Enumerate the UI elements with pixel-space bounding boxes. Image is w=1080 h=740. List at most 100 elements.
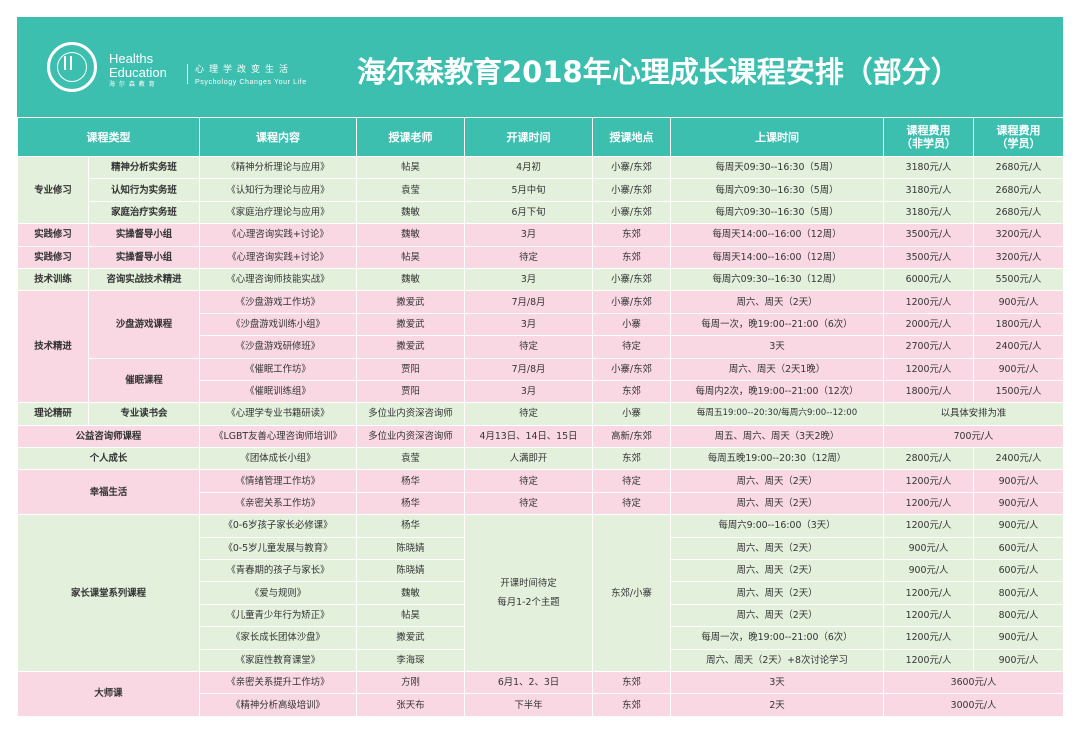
fee-member-cell: 900元/人 — [973, 514, 1064, 538]
start-cell: 3月 — [464, 379, 593, 404]
content-cell: 《精神分析高级培训》 — [199, 693, 357, 717]
content-cell: 《爱与规则》 — [199, 581, 357, 605]
time-cell: 周六、周天（2天） — [670, 469, 884, 493]
start-cell: 待定 — [464, 402, 593, 426]
location-cell: 小寨 — [592, 312, 671, 337]
content-cell: 《沙盘游戏研修班》 — [199, 335, 357, 359]
time-cell: 每周六9:00--16:00（3天） — [670, 514, 884, 538]
content-cell: 《催眠训练组》 — [199, 379, 357, 404]
subcategory-cell: 实操督导小组 — [88, 245, 200, 269]
category-cell: 幸福生活 — [17, 469, 200, 516]
table-row: 《亲密关系工作坊》 杨华 待定 待定 周六、周天（2天） 1200元/人 900… — [18, 491, 1064, 516]
location-cell: 东郊 — [592, 670, 671, 695]
start-cell: 开课时间待定 每月1-2个主题 — [464, 514, 593, 672]
location-cell: 小寨/东郊 — [592, 267, 671, 292]
fee-member-cell: 900元/人 — [973, 491, 1064, 516]
location-cell: 待定 — [592, 335, 671, 359]
category-cell: 技术精进 — [17, 290, 89, 404]
col-header-fee-member: 课程费用 （学员） — [973, 117, 1064, 157]
category-cell: 家长课堂系列课程 — [17, 514, 200, 672]
content-cell: 《精神分析理论与应用》 — [199, 155, 357, 180]
content-cell: 《家长成长团体沙盘》 — [199, 626, 357, 650]
location-cell: 东郊 — [592, 693, 671, 717]
time-cell: 周六、周天（2天） — [670, 603, 884, 628]
teacher-cell: 魏敏 — [356, 267, 465, 292]
location-cell: 待定 — [592, 469, 671, 493]
logo-seal-icon — [47, 42, 97, 92]
table-row: 技术训练 咨询实战技术精进 《心理咨询师技能实战》 魏敏 3月 小寨/东郊 每周… — [17, 267, 1064, 292]
start-cell: 6月1、2、3日 — [464, 670, 593, 695]
time-cell: 周六、周天（2天） — [670, 290, 884, 314]
col-header-fee-nonmember: 课程费用 （非学员） — [883, 117, 974, 157]
start-cell: 7月/8月 — [464, 357, 593, 381]
fee-nonmember-cell: 2700元/人 — [883, 335, 974, 359]
teacher-cell: 帖昊 — [356, 603, 465, 628]
page-title: 海尔森教育2018年心理成长课程安排（部分） — [357, 55, 960, 89]
fee-member-cell: 800元/人 — [973, 603, 1064, 628]
time-cell: 周六、周天（2天） — [670, 581, 884, 605]
start-cell: 待定 — [464, 335, 593, 359]
start-cell: 待定 — [464, 245, 593, 269]
time-cell: 每周五19:00--20:30/每周六9:00--12:00 — [670, 402, 884, 426]
table-row: 《家长成长团体沙盘》 撒爱武 每周一次，晚19:00--21:00（6次） 12… — [18, 626, 1064, 650]
fee-nonmember-cell: 1200元/人 — [883, 626, 974, 650]
fee-nonmember-cell: 3180元/人 — [883, 178, 974, 202]
fee-nonmember-cell: 1200元/人 — [883, 491, 974, 516]
start-cell: 人满即开 — [464, 447, 593, 471]
time-cell: 每周一次，晚19:00--21:00（6次） — [670, 312, 884, 337]
fee-nonmember-cell: 1200元/人 — [883, 357, 974, 381]
teacher-cell: 张天布 — [356, 693, 465, 717]
table-row: 家长课堂系列课程 《0-6岁孩子家长必修课》 杨华 开课时间待定 每月1-2个主… — [17, 514, 1064, 672]
fee-nonmember-cell: 1200元/人 — [883, 469, 974, 493]
category-cell: 实践修习 — [17, 223, 89, 247]
col-header-teacher: 授课老师 — [356, 117, 465, 157]
location-cell: 东郊 — [592, 447, 671, 471]
time-cell: 3天 — [670, 335, 884, 359]
teacher-cell: 方刚 — [356, 670, 465, 695]
subcategory-cell: 专业读书会 — [88, 402, 200, 426]
fee-nonmember-cell: 1200元/人 — [883, 603, 974, 628]
fee-member-cell: 1800元/人 — [973, 312, 1064, 337]
content-cell: 《家庭治疗理论与应用》 — [199, 200, 357, 225]
fee-member-cell: 2400元/人 — [973, 447, 1064, 471]
location-cell: 小寨 — [592, 402, 671, 426]
start-cell: 3月 — [464, 312, 593, 337]
col-header-location: 授课地点 — [592, 117, 671, 157]
col-header-fee-nonmember-line2: （非学员） — [901, 137, 956, 150]
fee-nonmember-cell: 2000元/人 — [883, 312, 974, 337]
fee-merged-cell: 以具体安排为准 — [883, 402, 1064, 426]
content-cell: 《心理学专业书籍研读》 — [199, 402, 357, 426]
fee-member-cell: 900元/人 — [973, 357, 1064, 381]
fee-merged-cell: 3600元/人 — [883, 670, 1064, 695]
subcategory-cell: 认知行为实务班 — [88, 178, 200, 202]
fee-member-cell: 900元/人 — [973, 626, 1064, 650]
table-row: 催眠课程 《催眠工作坊》 贾阳 7月/8月 小寨/东郊 周六、周天（2天1晚） … — [18, 357, 1064, 404]
fee-nonmember-cell: 3180元/人 — [883, 200, 974, 225]
table-row: 《催眠训练组》 贾阳 3月 东郊 每周内2次，晚19:00--21:00（12次… — [18, 379, 1064, 404]
time-cell: 周五、周六、周天（3天2晚） — [670, 424, 884, 449]
content-cell: 《0-6岁孩子家长必修课》 — [199, 514, 357, 538]
location-cell: 高新/东郊 — [592, 424, 671, 449]
table-row: 理论精研 专业读书会 《心理学专业书籍研读》 多位业内资深咨询师 待定 小寨 每… — [17, 402, 1064, 426]
teacher-cell: 陈晓婧 — [356, 559, 465, 583]
fee-nonmember-cell: 900元/人 — [883, 536, 974, 561]
teacher-cell: 陈晓婧 — [356, 536, 465, 561]
col-header-fee-nonmember-line1: 课程费用 — [906, 124, 951, 137]
location-cell: 小寨/东郊 — [592, 155, 671, 180]
teacher-cell: 撒爱武 — [356, 335, 465, 359]
category-cell: 公益咨询师课程 — [17, 424, 200, 449]
location-cell: 小寨/东郊 — [592, 290, 671, 314]
time-cell: 每周五晚19:00--20:30（12周） — [670, 447, 884, 471]
header-banner: Healths Education 海 尔 森 教 育 心理学改变生活 Psyc… — [17, 17, 1063, 117]
start-cell: 6月下旬 — [464, 200, 593, 225]
time-cell: 每周六09:30--16:30（5周） — [670, 178, 884, 202]
teacher-cell: 魏敏 — [356, 223, 465, 247]
content-cell: 《认知行为理论与应用》 — [199, 178, 357, 202]
logo-text-line1: Healths — [109, 51, 154, 66]
location-cell: 东郊 — [592, 379, 671, 404]
start-cell: 4月13日、14日、15日 — [464, 424, 593, 449]
category-cell: 实践修习 — [17, 245, 89, 269]
fee-merged-cell: 3000元/人 — [883, 693, 1064, 717]
fee-nonmember-cell: 1800元/人 — [883, 379, 974, 404]
